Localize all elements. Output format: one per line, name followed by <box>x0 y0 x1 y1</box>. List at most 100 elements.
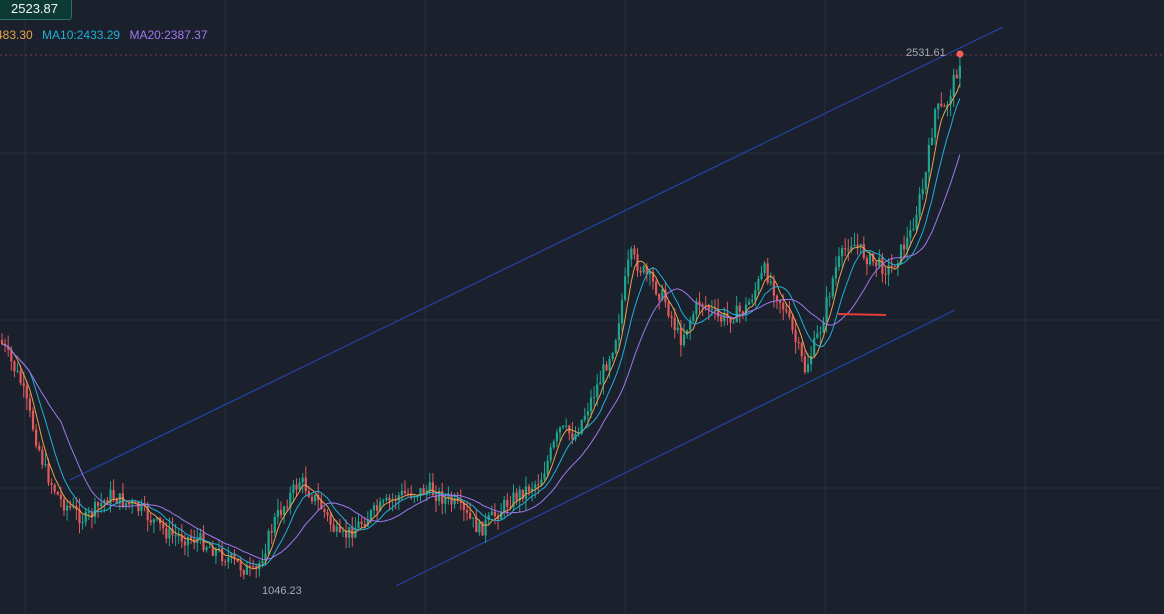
candle-body-66 <box>205 547 208 551</box>
candle-body-49 <box>152 519 155 523</box>
candle-body-105 <box>326 512 329 516</box>
candle-body-120 <box>372 505 376 511</box>
candle-body-276 <box>856 244 859 247</box>
candle-body-258 <box>800 343 803 357</box>
candle-body-226 <box>701 304 704 306</box>
candle-body-255 <box>791 316 794 331</box>
candle-body-259 <box>803 356 806 373</box>
candle-body-75 <box>233 554 236 559</box>
candle-body-171 <box>531 488 534 492</box>
candle-body-257 <box>797 342 800 344</box>
candle-body-299 <box>927 144 930 173</box>
candle-body-9 <box>28 398 31 411</box>
candle-body-123 <box>382 500 385 502</box>
candle-body-229 <box>710 308 713 310</box>
candle-body-187 <box>580 419 583 434</box>
candle-body-45 <box>140 504 143 512</box>
candle-body-5 <box>16 370 19 372</box>
candle-body-193 <box>599 382 602 385</box>
candle-body-4 <box>13 361 16 372</box>
candle-body-203 <box>630 248 633 260</box>
candle-body-300 <box>930 137 934 145</box>
candle-body-67 <box>208 546 211 548</box>
candle-body-304 <box>943 105 946 107</box>
candle-body-271 <box>841 248 844 257</box>
candle-body-109 <box>338 526 341 532</box>
candle-body-235 <box>729 316 732 323</box>
candle-body-256 <box>794 330 797 343</box>
candle-body-286 <box>887 265 890 275</box>
candle-body-13 <box>41 449 44 465</box>
candle-body-232 <box>720 316 723 322</box>
candle-body-81 <box>252 566 255 568</box>
candle-body-190 <box>589 397 593 412</box>
candle-body-96 <box>298 482 301 490</box>
candle-body-87 <box>270 530 273 533</box>
candle-body-297 <box>921 189 924 195</box>
candle-body-152 <box>472 517 475 519</box>
candle-body-150 <box>465 509 469 513</box>
candle-body-6 <box>19 370 22 384</box>
candle-body-170 <box>527 486 531 492</box>
candle-body-25 <box>78 509 81 524</box>
candle-body-160 <box>496 516 500 520</box>
candle-body-302 <box>937 103 940 110</box>
candle-body-218 <box>676 327 679 331</box>
candle-body-307 <box>952 74 955 97</box>
candle-body-196 <box>608 358 611 371</box>
candle-body-274 <box>850 246 853 251</box>
candle-body-174 <box>540 479 543 486</box>
candle-body-236 <box>732 322 735 324</box>
candle-body-280 <box>868 253 872 265</box>
candle-body-233 <box>723 313 726 322</box>
candle-body-216 <box>670 316 673 318</box>
candle-body-122 <box>379 501 382 511</box>
candle-body-220 <box>682 334 686 346</box>
candle-body-157 <box>487 515 490 521</box>
candle-body-266 <box>825 297 828 323</box>
moving-average-lines <box>1 83 961 570</box>
candle-body-64 <box>199 533 202 539</box>
candle-body-173 <box>537 484 540 486</box>
candle-body-206 <box>639 270 642 273</box>
candle-body-283 <box>878 257 881 267</box>
candle-body-244 <box>757 278 760 291</box>
candle-body-273 <box>847 249 850 251</box>
candle-body-296 <box>918 194 921 216</box>
candle-body-261 <box>810 355 813 365</box>
candle-body-224 <box>695 301 698 315</box>
candle-body-93 <box>289 492 292 508</box>
candle-body-27 <box>84 511 87 523</box>
candle-body-19 <box>59 494 62 500</box>
candle-body-279 <box>865 258 868 265</box>
candle-body-77 <box>239 561 242 571</box>
ma10-line <box>1 98 961 567</box>
candle-body-60 <box>186 537 190 546</box>
candle-body-98 <box>304 477 307 492</box>
candle-body-136 <box>422 488 425 495</box>
candle-body-260 <box>806 364 810 373</box>
candle-body-169 <box>524 486 527 499</box>
candle-body-28 <box>87 511 90 513</box>
candle-body-275 <box>853 244 856 247</box>
candle-body-166 <box>515 492 518 501</box>
candle-body-61 <box>190 537 193 540</box>
moving-average-legend: 483.30 MA10:2433.29 MA20:2387.37 <box>0 28 214 42</box>
candle-body-277 <box>859 243 862 247</box>
candle-body-164 <box>509 506 512 508</box>
candle-body-8 <box>25 386 28 399</box>
candle-body-52 <box>162 523 165 529</box>
candle-body-26 <box>81 522 84 524</box>
candle-body-188 <box>583 415 586 420</box>
candle-body-104 <box>323 509 326 513</box>
candle-body-265 <box>822 322 825 333</box>
candle-body-57 <box>177 535 180 537</box>
candle-body-238 <box>738 305 741 312</box>
ma20-line <box>1 154 961 561</box>
candle-body-252 <box>782 302 785 310</box>
candle-body-80 <box>248 565 252 567</box>
candle-body-89 <box>276 509 279 517</box>
candle-body-231 <box>717 308 720 317</box>
candle-body-245 <box>760 273 763 279</box>
